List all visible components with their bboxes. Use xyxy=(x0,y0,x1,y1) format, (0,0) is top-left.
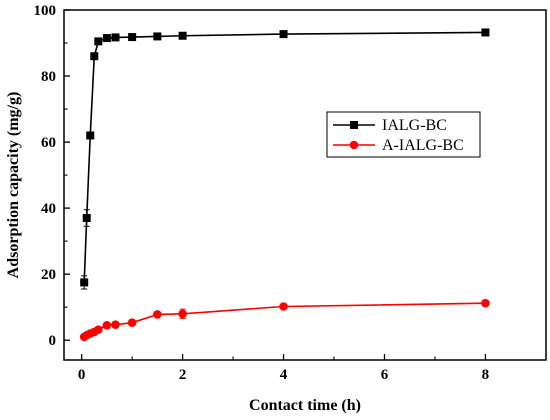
x-tick-label: 4 xyxy=(280,367,288,383)
y-tick-label: 0 xyxy=(49,333,57,349)
series-IALG-BC xyxy=(80,28,490,290)
x-tick-label: 8 xyxy=(482,367,490,383)
y-axis-title: Adsorption capacity (mg/g) xyxy=(5,92,22,279)
data-point xyxy=(82,214,91,223)
y-tick-label: 100 xyxy=(34,3,57,19)
data-point xyxy=(86,131,95,140)
legend-entry: A-IALG-BC xyxy=(333,137,464,154)
data-point xyxy=(279,30,288,39)
data-point xyxy=(94,37,103,46)
x-tick-label: 2 xyxy=(179,367,187,383)
data-point xyxy=(153,310,162,319)
legend-label: IALG-BC xyxy=(382,117,447,134)
legend-entry: IALG-BC xyxy=(333,117,447,134)
data-point xyxy=(481,298,490,308)
series-line xyxy=(83,31,486,283)
data-point xyxy=(279,302,288,311)
data-point xyxy=(94,325,103,334)
data-point xyxy=(102,34,111,43)
data-point xyxy=(178,31,187,40)
data-point xyxy=(127,318,137,327)
legend-box xyxy=(326,111,481,158)
x-tick-label: 0 xyxy=(78,367,86,383)
y-tick-label: 60 xyxy=(41,135,56,151)
plot-frame xyxy=(63,9,547,361)
y-tick-label: 20 xyxy=(41,267,56,283)
data-point xyxy=(128,33,137,42)
legend: IALG-BC A-IALG-BC xyxy=(326,111,481,158)
data-point xyxy=(153,32,162,41)
data-point xyxy=(111,33,120,42)
legend-marker xyxy=(349,140,359,150)
x-axis-title: Contact time (h) xyxy=(249,397,361,414)
legend-label: A-IALG-BC xyxy=(382,137,464,154)
x-tick-label: 6 xyxy=(381,367,389,383)
data-point xyxy=(80,278,89,287)
series-A-IALG-BC xyxy=(79,298,490,342)
y-tick-label: 80 xyxy=(41,69,56,85)
data-point xyxy=(90,52,99,61)
marks-layer xyxy=(79,28,490,342)
data-point xyxy=(102,321,112,330)
data-point xyxy=(111,320,120,329)
data-point xyxy=(178,309,187,319)
data-point xyxy=(481,28,490,37)
legend-marker xyxy=(350,121,358,129)
y-tick-label: 40 xyxy=(41,201,56,217)
